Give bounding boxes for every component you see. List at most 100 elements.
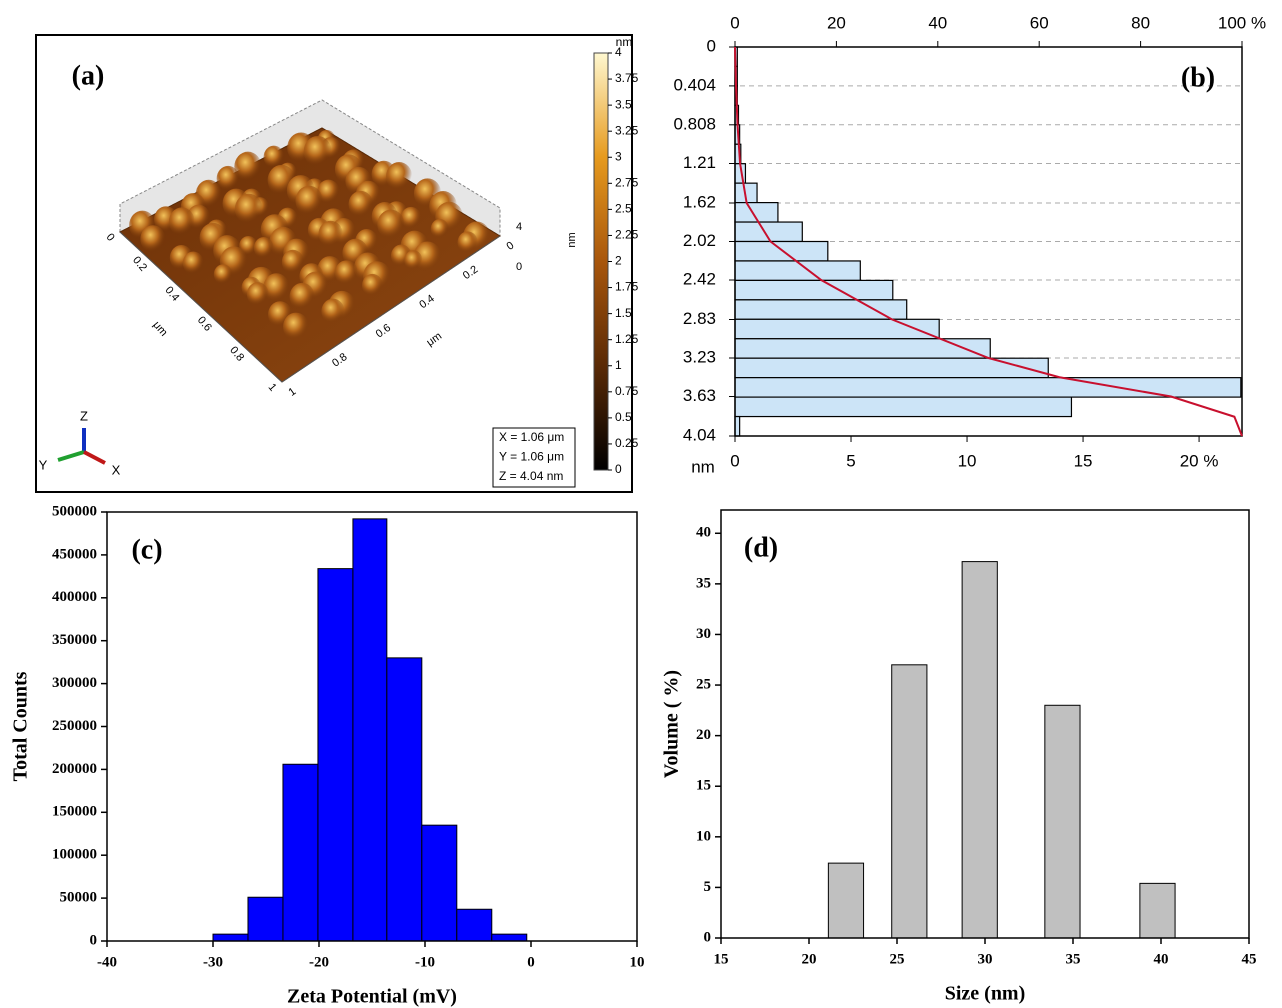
surface-bump [304,136,332,167]
surface-bump [335,260,358,285]
triad-x [84,452,105,463]
x-tick-label: 0 [730,451,739,470]
x-axis-tick-label: 0.4 [162,284,181,303]
bar [735,280,893,299]
z-tick-label: 4 [516,221,522,233]
colorbar-tick-label: 1 [615,358,622,372]
surface-bump [431,219,449,239]
surface-bump [183,252,204,275]
info-line: X = 1.06 μm [499,430,564,444]
x-tick-label: -10 [415,954,435,970]
colorbar-tick-label: 2 [615,254,622,268]
y-tick-label: 100000 [52,847,97,863]
y-tick-label: 0.404 [673,75,716,94]
info-line: Z = 4.04 nm [499,469,563,483]
x-axis-tick-label: 0 [104,231,117,243]
y-tick-label: 3.63 [683,386,716,405]
surface-bump [169,207,195,235]
surface-bump [318,221,342,248]
x2-tick-label: 20 [827,13,846,32]
y-axis-tick-label: 0.6 [374,322,393,341]
y-axis-title: Volume ( %) [661,670,683,778]
y-axis-title: nm [691,457,715,476]
surface-bump [404,250,422,270]
y-tick-label: 30 [696,626,711,642]
y-axis-tick-label: 0.8 [330,351,349,370]
y-axis-title: Total Counts [10,671,32,781]
x-tick-label: 35 [1066,951,1081,967]
colorbar-tick-label: 0.5 [615,410,632,424]
surface-bump [235,194,263,225]
x-tick-label: 40 [1154,951,1169,967]
x-tick-label: -20 [309,954,329,970]
surface-bump [140,225,165,253]
bar [735,261,860,280]
y-tick-label: 0 [704,929,712,945]
surface-bump [295,186,322,216]
info-line: Y = 1.06 μm [499,450,564,464]
y-tick-label: 400000 [52,589,97,605]
y-tick-label: 2.83 [683,309,716,328]
bar [422,825,457,941]
y-tick-label: 10 [696,828,711,844]
surface-bump [282,250,304,274]
colorbar-tick-label: 0.75 [615,384,639,398]
bar [1140,883,1175,938]
y-tick-label: 1.62 [683,192,716,211]
bar [735,339,990,358]
y-tick-label: 50000 [60,890,98,906]
figure: (a)00.20.40.60.81μm00.20.40.60.81μm04nmn… [0,0,1282,1008]
triad-y [58,452,84,460]
bar [735,397,1071,416]
panel-label: (c) [131,534,162,565]
colorbar-tick-label: 3.25 [615,123,639,137]
bar [1045,705,1080,938]
bar [457,909,492,941]
y-axis-label: μm [425,330,445,349]
surface-bump [247,282,269,306]
surface-bump [386,162,412,191]
colorbar-tick-label: 0 [615,462,622,476]
surface-bump [254,237,274,259]
bar [387,658,422,941]
x-tick-label: 10 [630,954,645,970]
bar [735,378,1241,397]
y-axis-tick-label: 0 [505,239,517,252]
surface-bump [362,274,383,297]
bar [353,519,387,941]
x2-tick-label: 100 % [1218,13,1266,32]
x-tick-label: 0 [527,954,535,970]
x-tick-label: 15 [1074,451,1093,470]
colorbar-tick-label: 3.75 [615,71,639,85]
y-tick-label: 15 [696,778,711,794]
colorbar-tick-label: 0.25 [615,436,639,450]
x2-tick-label: 80 [1131,13,1150,32]
triad-label: Y [39,457,48,472]
surface-bump [283,313,309,341]
x-axis-title: Zeta Potential (mV) [287,986,457,1008]
x-axis-tick-label: 1 [266,381,279,393]
bar [735,319,939,338]
x-axis-title: Size (nm) [945,983,1026,1005]
bar [735,300,907,319]
y-tick-label: 300000 [52,675,97,691]
colorbar-tick-label: 1.75 [615,280,639,294]
y-axis-tick-label: 1 [287,385,299,398]
x-axis-tick-label: 0.2 [130,254,149,273]
colorbar-tick-label: 3.5 [615,97,632,111]
panel-label: (d) [744,532,778,563]
x-tick-label: 30 [978,951,993,967]
colorbar-tick-label: 2.75 [615,175,639,189]
colorbar [594,53,608,470]
x-axis-tick-label: 0.6 [195,314,214,333]
bar [735,242,828,261]
y-tick-label: 25 [696,676,711,692]
y-tick-label: 20 [696,727,711,743]
x2-tick-label: 0 [730,13,739,32]
z-tick-label: 0 [516,261,522,273]
colorbar-tick-label: 2.5 [615,202,632,216]
bar [283,764,318,941]
y-axis-tick-label: 0.4 [417,293,436,312]
y-tick-label: 250000 [52,718,97,734]
bar [248,897,283,941]
